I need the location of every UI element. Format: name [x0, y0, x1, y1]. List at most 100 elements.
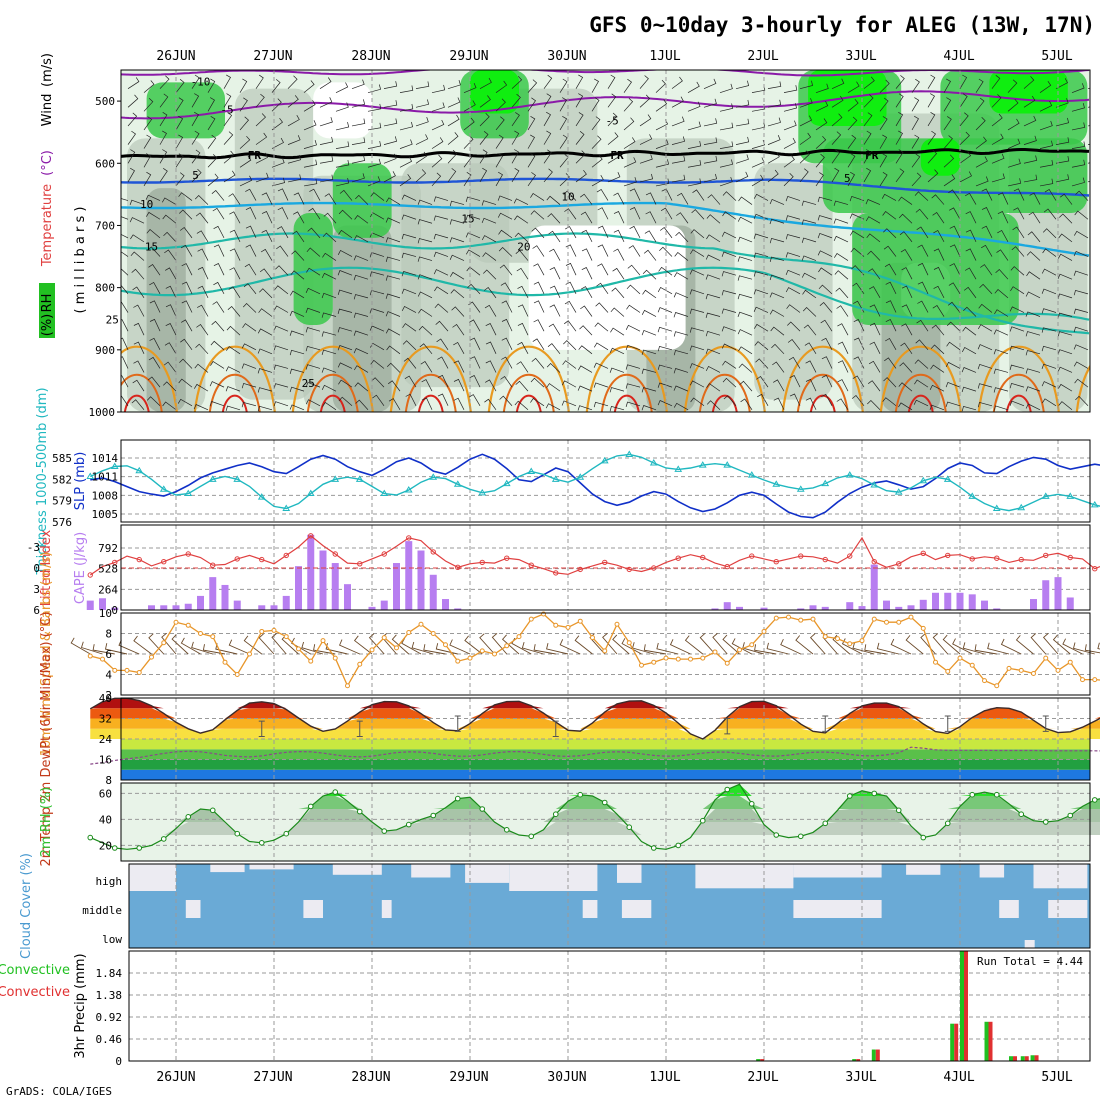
wind-barb: [484, 304, 497, 317]
wind-barb: [980, 264, 993, 276]
wind-barb: [991, 75, 1001, 89]
wind-barb: [851, 395, 865, 406]
wind-barb: [1007, 158, 1021, 168]
wind-barb: [595, 302, 609, 313]
wind-barb: [703, 173, 718, 183]
wind-barb: [482, 252, 497, 261]
wind-barb: [962, 326, 977, 336]
temp-frame: [120, 697, 1091, 781]
cloud-gaps: [129, 864, 1088, 948]
wind-barb: [900, 249, 913, 261]
wind10m-barb: [864, 644, 887, 655]
wind-barb: [993, 329, 1009, 336]
contour-25-loop: [781, 345, 864, 412]
wind-barb: [671, 174, 686, 183]
li-marker: [896, 561, 902, 567]
wind-barb: [290, 270, 305, 280]
wind-barb: [721, 326, 737, 332]
wind-barb: [963, 306, 977, 317]
wind-barb: [836, 398, 849, 410]
wind-barb: [229, 211, 241, 224]
wind-barb: [719, 83, 733, 93]
wind-barb: [255, 93, 265, 108]
wind10m-barb: [501, 634, 520, 655]
wind-barb: [143, 153, 151, 168]
wind-barb: [226, 346, 241, 355]
cape-bar: [956, 592, 964, 610]
wind-barb: [895, 130, 903, 145]
wind-barb: [1059, 213, 1073, 224]
wind-barb: [159, 93, 169, 108]
wind-barb: [849, 195, 865, 202]
cape-bar: [258, 605, 266, 610]
wind-barb: [593, 401, 609, 408]
wind-barb: [337, 250, 353, 257]
slp-frame: [120, 439, 1091, 523]
rh2m-marker: [1091, 797, 1098, 803]
wind-barb: [351, 137, 366, 145]
wind-barb: [271, 137, 284, 149]
wind-barb: [513, 198, 529, 205]
wind-barb: [767, 152, 780, 164]
wind-barb: [767, 134, 781, 145]
wind-barb: [178, 192, 193, 201]
wind-barb: [1023, 174, 1038, 183]
rh2m-marker: [724, 786, 731, 793]
wind-barb: [319, 77, 332, 89]
wind-barb: [177, 398, 193, 407]
wind-barb: [401, 270, 417, 277]
contour-label: 5: [192, 169, 199, 182]
wind-barb: [561, 400, 577, 407]
cape-bar: [160, 605, 168, 610]
contour-30-loop: [698, 373, 751, 412]
wind-barb: [581, 286, 593, 299]
wind-barb: [898, 382, 913, 392]
wind-barb: [815, 172, 824, 187]
wind-barb: [516, 361, 529, 373]
wind-barb: [241, 363, 257, 369]
wind-barb: [121, 216, 129, 220]
wind-barb: [149, 300, 161, 313]
upper-ylabel-wind-unit: (m/s): [40, 53, 55, 87]
wind-barb: [575, 131, 585, 145]
wind-barb: [737, 311, 753, 318]
wind-barb: [323, 212, 337, 224]
wind-barb: [991, 153, 1005, 164]
wind-speed-marker: [381, 635, 387, 641]
wind-barb: [895, 149, 904, 164]
wind-speed-marker: [847, 641, 853, 647]
bottom-date-label: 27JUN: [253, 1070, 292, 1085]
temp-grid: [121, 698, 1090, 780]
wind-barb: [129, 199, 145, 206]
wind-barb: [625, 364, 641, 370]
wind-barb: [258, 308, 273, 317]
li-marker: [308, 533, 314, 539]
wind-barb: [121, 301, 129, 313]
wind-barb: [898, 213, 913, 224]
wind-barb: [449, 254, 465, 261]
li-marker: [969, 556, 975, 562]
axis-tick-label: 0.92: [96, 1011, 123, 1024]
footer-credit: GrADS: COLA/IGES: [6, 1085, 112, 1098]
precip-total-bar: [1020, 1056, 1025, 1061]
li-marker: [700, 554, 706, 561]
wind-barb: [163, 361, 177, 373]
wind-barb: [591, 97, 600, 112]
wind-speed-marker: [418, 621, 424, 627]
wind-barb: [801, 200, 817, 206]
wind-barb: [623, 137, 636, 149]
wind-barb: [785, 234, 801, 240]
wind-barb: [255, 152, 269, 164]
contour-20: [121, 266, 1090, 321]
wind-barb: [179, 209, 193, 220]
wind-barb: [1071, 122, 1086, 131]
wind-barb: [367, 103, 382, 112]
wind-barb: [737, 329, 753, 336]
wind-barb: [943, 135, 953, 149]
wind-barb: [879, 153, 888, 168]
wind-barb: [593, 382, 609, 388]
wind-barb: [639, 75, 649, 89]
slp-ylabel: SLP (mb): [73, 452, 88, 511]
wind-barb: [819, 302, 833, 313]
